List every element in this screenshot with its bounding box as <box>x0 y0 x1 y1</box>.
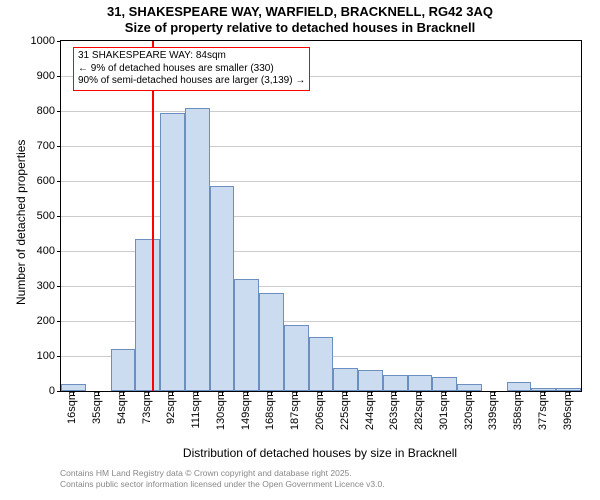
y-tick-label: 0 <box>49 385 61 397</box>
x-tick-label: 149sqm <box>238 391 252 430</box>
x-tick-label: 263sqm <box>386 391 400 430</box>
x-tick-label: 73sqm <box>139 391 153 424</box>
y-tick-label: 700 <box>37 140 61 152</box>
grid-line <box>61 216 581 217</box>
histogram-bar <box>383 375 408 391</box>
histogram-bar <box>160 113 185 391</box>
x-axis-label: Distribution of detached houses by size … <box>60 446 580 460</box>
histogram-bar <box>432 377 457 391</box>
x-tick-label: 396sqm <box>560 391 574 430</box>
y-tick-label: 300 <box>37 280 61 292</box>
y-tick-label: 500 <box>37 210 61 222</box>
histogram-bar <box>234 279 259 391</box>
x-tick-label: 282sqm <box>411 391 425 430</box>
annotation-line: 31 SHAKESPEARE WAY: 84sqm <box>78 50 305 63</box>
histogram-bar <box>333 368 358 391</box>
x-tick-label: 358sqm <box>510 391 524 430</box>
grid-line <box>61 181 581 182</box>
chart-title-line2: Size of property relative to detached ho… <box>0 20 600 36</box>
y-tick-label: 1000 <box>31 35 61 47</box>
y-tick-label: 900 <box>37 70 61 82</box>
grid-line <box>61 146 581 147</box>
histogram-bar <box>309 337 334 391</box>
x-tick-label: 225sqm <box>337 391 351 430</box>
x-tick-label: 206sqm <box>312 391 326 430</box>
histogram-bar <box>135 239 160 391</box>
x-tick-label: 377sqm <box>535 391 549 430</box>
histogram-bar <box>457 384 482 391</box>
histogram-bar <box>61 384 86 391</box>
histogram-bar <box>111 349 136 391</box>
property-marker-line <box>152 41 154 391</box>
annotation-line: ← 9% of detached houses are smaller (330… <box>78 63 305 76</box>
x-tick-label: 111sqm <box>188 391 202 429</box>
x-tick-label: 92sqm <box>163 391 177 424</box>
chart-container: { "chart": { "type": "histogram", "title… <box>0 0 600 500</box>
x-tick-label: 244sqm <box>362 391 376 430</box>
y-tick-label: 800 <box>37 105 61 117</box>
chart-title-line1: 31, SHAKESPEARE WAY, WARFIELD, BRACKNELL… <box>0 0 600 20</box>
x-tick-label: 320sqm <box>461 391 475 430</box>
y-tick-label: 600 <box>37 175 61 187</box>
grid-line <box>61 111 581 112</box>
histogram-bar <box>408 375 433 391</box>
histogram-bar <box>210 186 235 391</box>
footer-line2: Contains public sector information licen… <box>60 479 385 489</box>
histogram-bar <box>507 382 532 391</box>
x-tick-label: 16sqm <box>64 391 78 424</box>
x-tick-label: 187sqm <box>287 391 301 430</box>
x-tick-label: 339sqm <box>485 391 499 430</box>
y-axis-label: Number of detached properties <box>14 140 28 305</box>
x-tick-label: 35sqm <box>89 391 103 424</box>
x-tick-label: 54sqm <box>114 391 128 424</box>
y-tick-label: 100 <box>37 350 61 362</box>
annotation-line: 90% of semi-detached houses are larger (… <box>78 75 305 88</box>
histogram-bar <box>259 293 284 391</box>
x-tick-label: 130sqm <box>213 391 227 430</box>
histogram-bar <box>284 325 309 392</box>
y-tick-label: 200 <box>37 315 61 327</box>
y-tick-label: 400 <box>37 245 61 257</box>
histogram-bar <box>358 370 383 391</box>
footer-line1: Contains HM Land Registry data © Crown c… <box>60 468 352 478</box>
plot-area: 0100200300400500600700800900100016sqm35s… <box>60 40 582 392</box>
histogram-bar <box>185 108 210 392</box>
x-tick-label: 168sqm <box>262 391 276 430</box>
x-tick-label: 301sqm <box>436 391 450 430</box>
annotation-box: 31 SHAKESPEARE WAY: 84sqm← 9% of detache… <box>73 47 310 91</box>
